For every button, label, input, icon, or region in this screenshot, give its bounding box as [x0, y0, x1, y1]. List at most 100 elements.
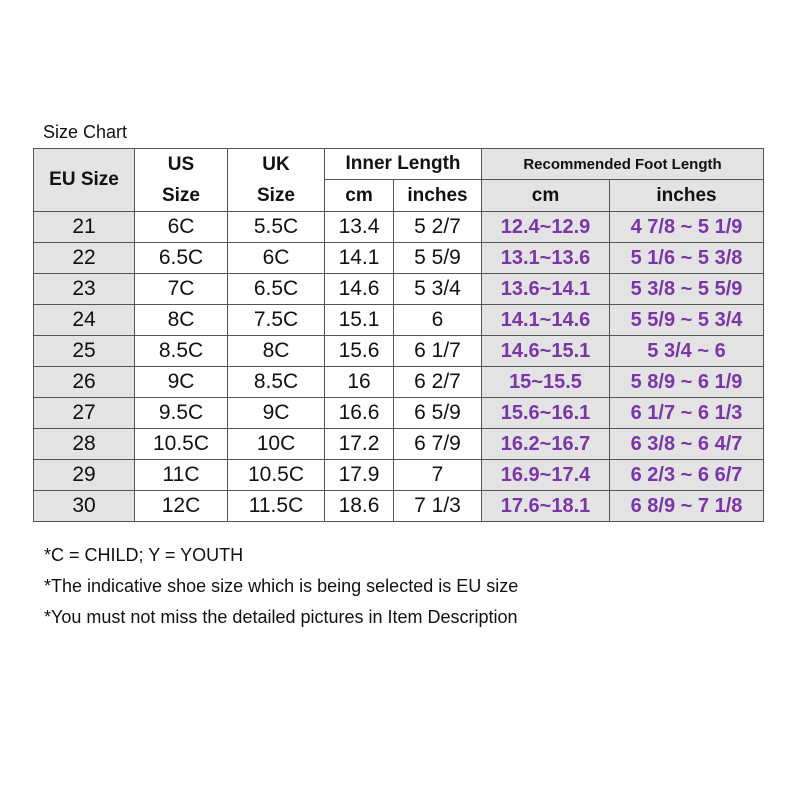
- cell-inner-cm: 18.6: [324, 490, 394, 522]
- table-row: 25 8.5C 8C 15.6 6 1/7 14.6~15.1 5 3/4 ~ 6: [33, 335, 764, 367]
- header-uk-size: UK Size: [227, 148, 325, 212]
- note-eu-size: *The indicative shoe size which is being…: [44, 576, 519, 596]
- notes: *C = CHILD; Y = YOUTH *The indicative sh…: [44, 540, 518, 633]
- table-row: 30 12C 11.5C 18.6 7 1/3 17.6~18.1 6 8/9 ~ 7 1/…: [33, 490, 764, 522]
- cell-inner-inches: 6 5/9: [393, 397, 482, 429]
- cell-uk-size: 8C: [227, 335, 325, 367]
- cell-eu-size: 30: [33, 490, 135, 522]
- cell-inner-cm: 13.4: [324, 211, 394, 243]
- table-row: 29 11C 10.5C 17.9 7 16.9~17.4 6 2/3 ~ 6 6/7: [33, 459, 764, 491]
- cell-uk-size: 5.5C: [227, 211, 325, 243]
- cell-eu-size: 27: [33, 397, 135, 429]
- header-us-line1: US: [167, 154, 195, 175]
- table-row: 26 9C 8.5C 16 6 2/7 15~15.5 5 8/9 ~ 6 1/9: [33, 366, 764, 398]
- cell-eu-size: 22: [33, 242, 135, 274]
- table-row: 24 8C 7.5C 15.1 6 14.1~14.6 5 5/9 ~ 5 3/4: [33, 304, 764, 336]
- cell-inner-cm: 16.6: [324, 397, 394, 429]
- header-inner-length: Inner Length: [324, 148, 482, 180]
- cell-us-size: 8C: [134, 304, 228, 336]
- cell-inner-inches: 5 3/4: [393, 273, 482, 305]
- cell-eu-size: 28: [33, 428, 135, 460]
- cell-rec-cm: 12.4~12.9: [481, 211, 610, 243]
- cell-inner-cm: 15.1: [324, 304, 394, 336]
- table-row: 27 9.5C 9C 16.6 6 5/9 15.6~16.1 6 1/7 ~ 6 1/3: [33, 397, 764, 429]
- header-inner-inches: inches: [393, 179, 482, 212]
- cell-rec-cm: 16.2~16.7: [481, 428, 610, 460]
- header-row-sub: cm inches cm inches: [34, 179, 764, 212]
- cell-rec-inches: 5 1/6 ~ 5 3/8: [609, 242, 764, 274]
- cell-inner-cm: 15.6: [324, 335, 394, 367]
- cell-inner-inches: 6 2/7: [393, 366, 482, 398]
- cell-eu-size: 26: [33, 366, 135, 398]
- cell-rec-inches: 5 5/9 ~ 5 3/4: [609, 304, 764, 336]
- table-row: 23 7C 6.5C 14.6 5 3/4 13.6~14.1 5 3/8 ~ 5 5/9: [33, 273, 764, 305]
- cell-rec-inches: 5 3/8 ~ 5 5/9: [609, 273, 764, 305]
- cell-rec-inches: 4 7/8 ~ 5 1/9: [609, 211, 764, 243]
- cell-rec-cm: 13.1~13.6: [481, 242, 610, 274]
- cell-us-size: 10.5C: [134, 428, 228, 460]
- cell-rec-inches: 6 8/9 ~ 7 1/8: [609, 490, 764, 522]
- cell-uk-size: 6.5C: [227, 273, 325, 305]
- cell-rec-inches: 6 1/7 ~ 6 1/3: [609, 397, 764, 429]
- header-row-top: EU Size US Size UK Size Inner Length Rec…: [33, 148, 764, 212]
- cell-uk-size: 10.5C: [227, 459, 325, 491]
- note-child-youth: *C = CHILD; Y = YOUTH: [44, 545, 244, 565]
- header-recommended-foot-length: Recommended Foot Length: [481, 148, 764, 180]
- cell-us-size: 9.5C: [134, 397, 228, 429]
- header-rec-cm: cm: [481, 179, 610, 212]
- cell-inner-cm: 17.2: [324, 428, 394, 460]
- cell-inner-cm: 14.6: [324, 273, 394, 305]
- header-rec-inches: inches: [609, 179, 764, 212]
- cell-us-size: 6C: [134, 211, 228, 243]
- cell-rec-cm: 15~15.5: [481, 366, 610, 398]
- cell-eu-size: 29: [33, 459, 135, 491]
- header-us-size: US Size: [134, 148, 228, 212]
- cell-us-size: 11C: [134, 459, 228, 491]
- cell-us-size: 7C: [134, 273, 228, 305]
- cell-inner-inches: 5 2/7: [393, 211, 482, 243]
- header-uk-line2: Size: [256, 185, 296, 206]
- header-us-line2: Size: [161, 185, 201, 206]
- cell-eu-size: 23: [33, 273, 135, 305]
- cell-rec-inches: 6 3/8 ~ 6 4/7: [609, 428, 764, 460]
- size-chart-title: Size Chart: [43, 122, 128, 142]
- cell-eu-size: 25: [33, 335, 135, 367]
- cell-inner-inches: 6: [393, 304, 482, 336]
- table-row: 22 6.5C 6C 14.1 5 5/9 13.1~13.6 5 1/6 ~ 5 3/8: [33, 242, 764, 274]
- cell-rec-inches: 6 2/3 ~ 6 6/7: [609, 459, 764, 491]
- cell-inner-inches: 7 1/3: [393, 490, 482, 522]
- cell-uk-size: 6C: [227, 242, 325, 274]
- cell-rec-cm: 13.6~14.1: [481, 273, 610, 305]
- cell-uk-size: 11.5C: [227, 490, 325, 522]
- cell-uk-size: 7.5C: [227, 304, 325, 336]
- cell-eu-size: 21: [33, 211, 135, 243]
- size-chart-body: 21 6C 5.5C 13.4 5 2/7 12.4~12.9 4 7/8 ~ 5 1/9 2…: [33, 211, 764, 522]
- cell-inner-inches: 6 7/9: [393, 428, 482, 460]
- table-row: 28 10.5C 10C 17.2 6 7/9 16.2~16.7 6 3/8 ~ 6 4/…: [33, 428, 764, 460]
- header-inner-cm: cm: [324, 179, 394, 212]
- cell-uk-size: 10C: [227, 428, 325, 460]
- cell-inner-inches: 5 5/9: [393, 242, 482, 274]
- cell-us-size: 6.5C: [134, 242, 228, 274]
- cell-rec-inches: 5 3/4 ~ 6: [609, 335, 764, 367]
- cell-rec-cm: 16.9~17.4: [481, 459, 610, 491]
- cell-rec-cm: 14.1~14.6: [481, 304, 610, 336]
- note-detailed-pictures: *You must not miss the detailed pictures…: [44, 607, 518, 627]
- cell-inner-cm: 17.9: [324, 459, 394, 491]
- cell-rec-cm: 14.6~15.1: [481, 335, 610, 367]
- cell-inner-inches: 7: [393, 459, 482, 491]
- cell-inner-cm: 14.1: [324, 242, 394, 274]
- cell-eu-size: 24: [33, 304, 135, 336]
- header-eu-size: EU Size: [33, 148, 135, 212]
- cell-inner-cm: 16: [324, 366, 394, 398]
- cell-rec-inches: 5 8/9 ~ 6 1/9: [609, 366, 764, 398]
- cell-uk-size: 8.5C: [227, 366, 325, 398]
- cell-us-size: 9C: [134, 366, 228, 398]
- cell-rec-cm: 17.6~18.1: [481, 490, 610, 522]
- cell-uk-size: 9C: [227, 397, 325, 429]
- cell-us-size: 8.5C: [134, 335, 228, 367]
- cell-us-size: 12C: [134, 490, 228, 522]
- header-uk-line1: UK: [262, 154, 290, 175]
- cell-rec-cm: 15.6~16.1: [481, 397, 610, 429]
- cell-inner-inches: 6 1/7: [393, 335, 482, 367]
